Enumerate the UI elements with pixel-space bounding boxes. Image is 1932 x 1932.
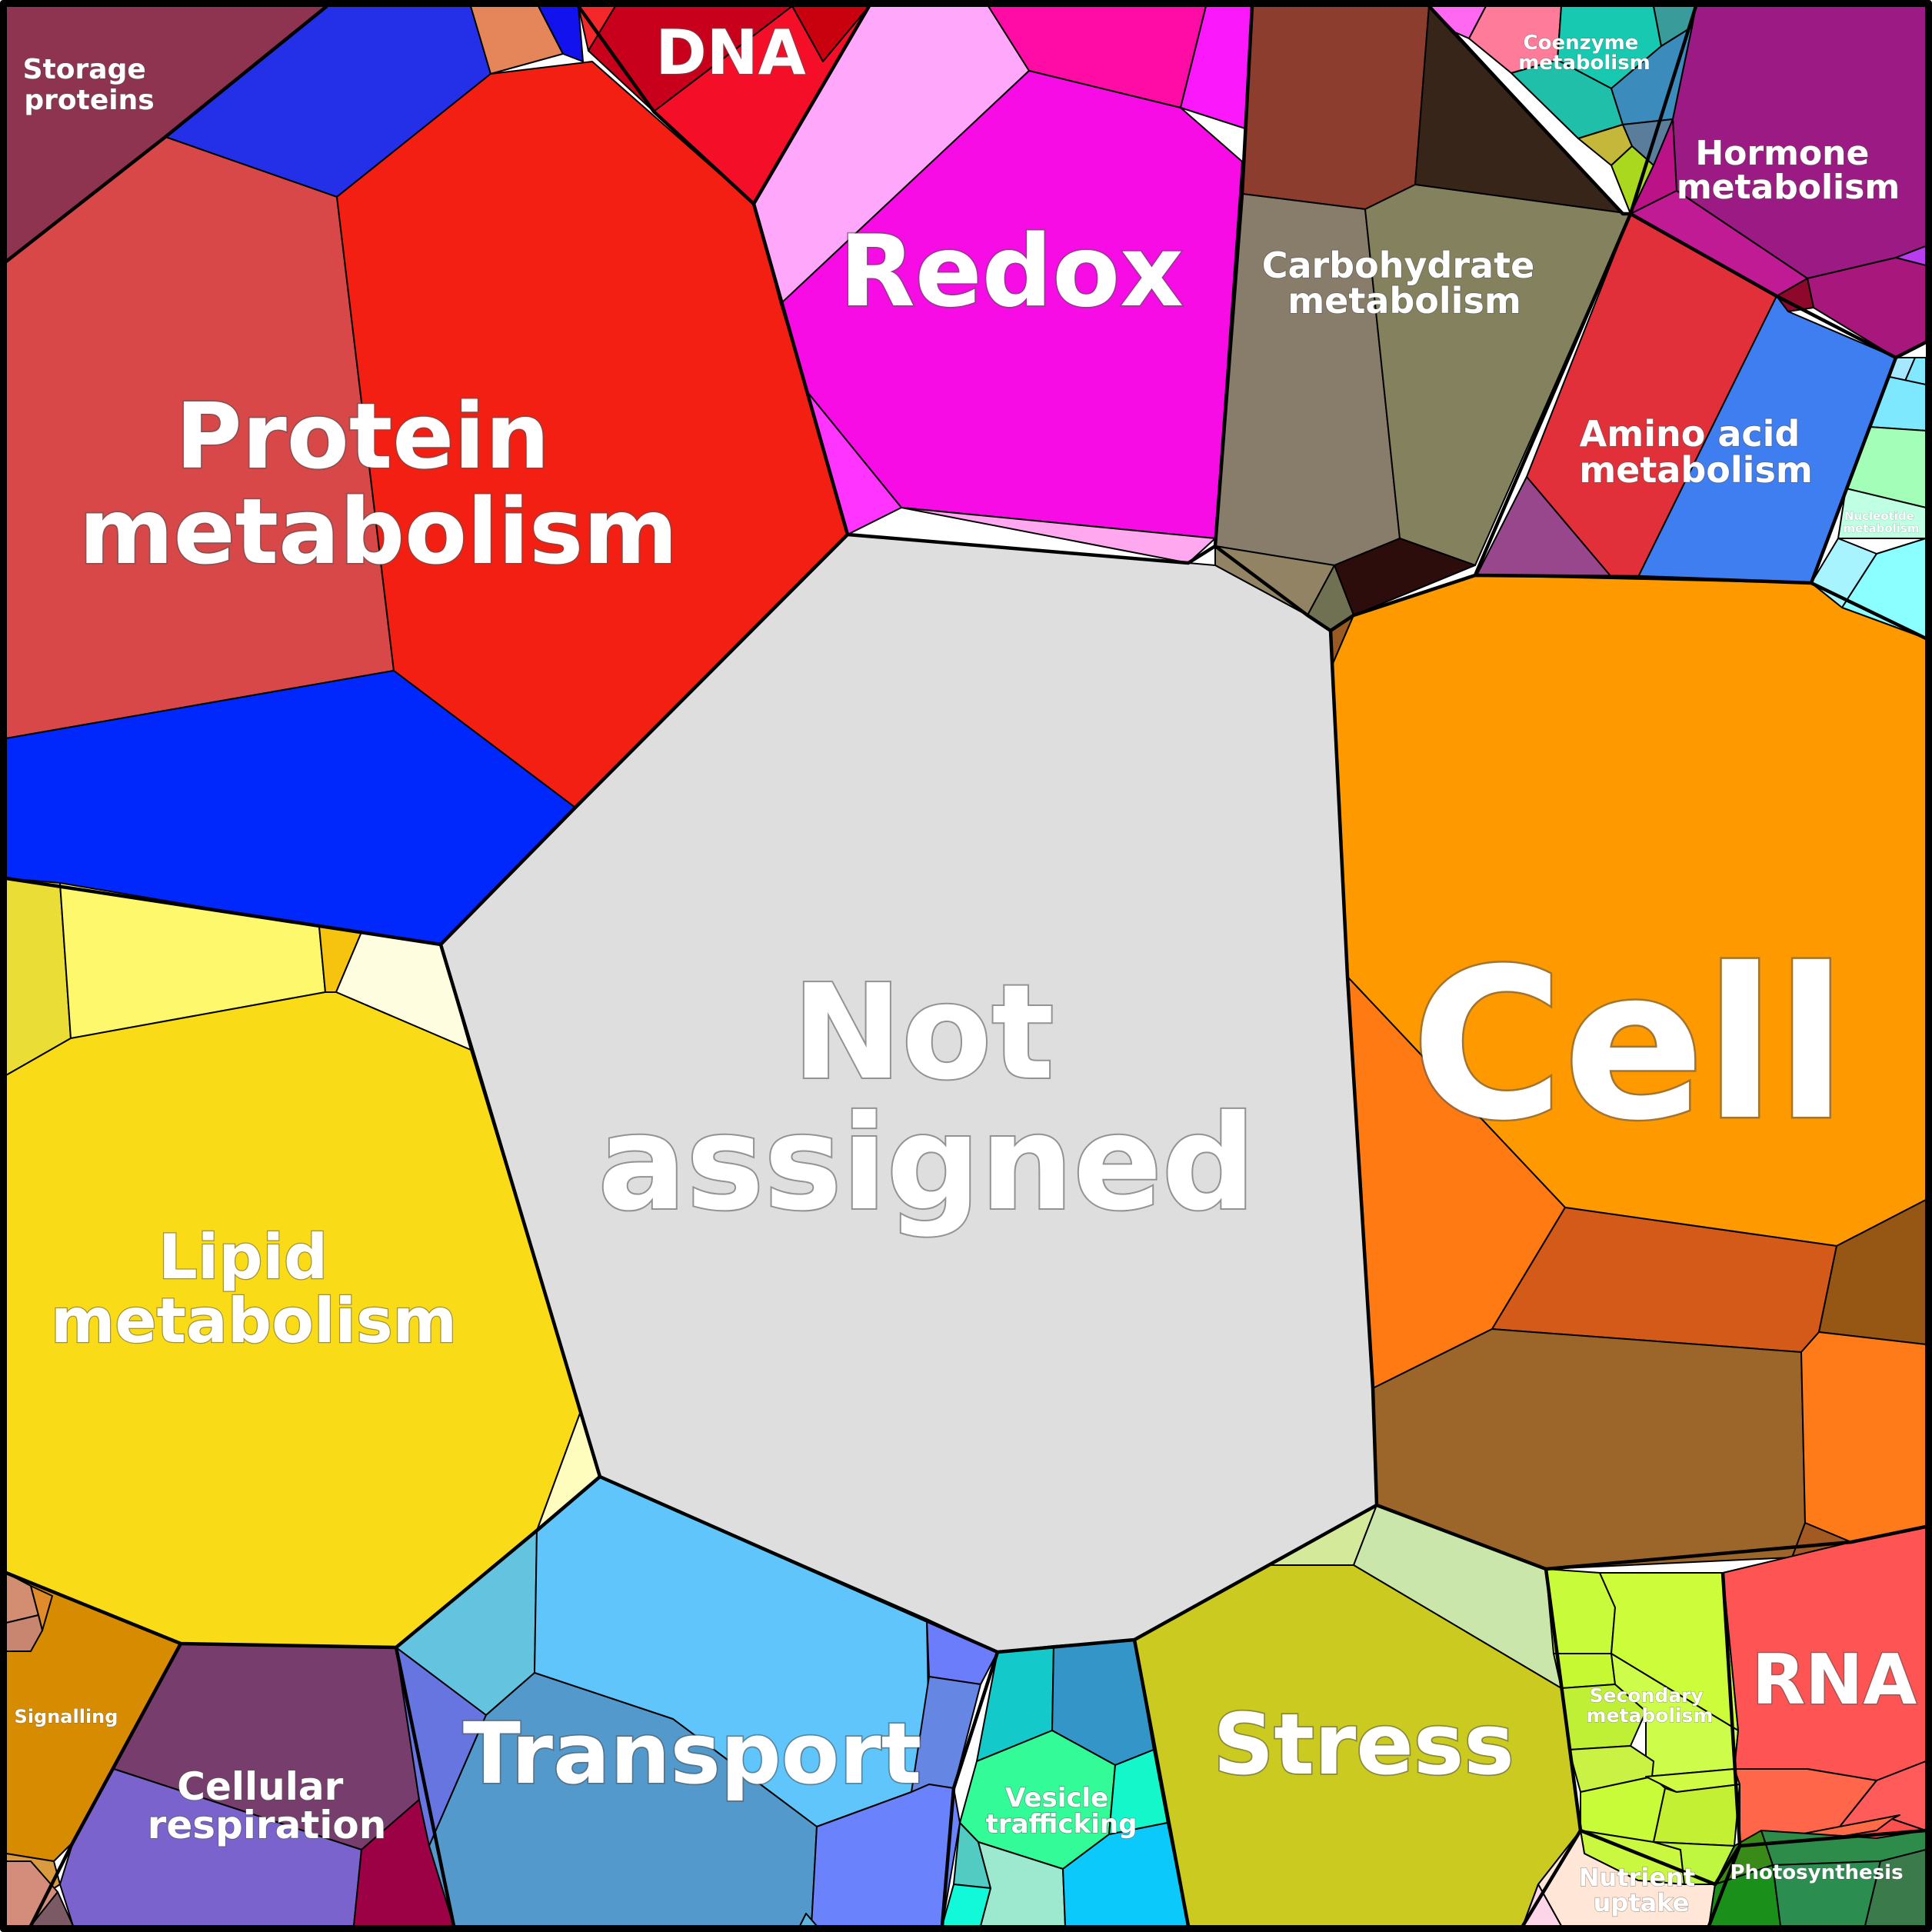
label-carbohydrate-metabolism: Carbohydrate metabolism [1262, 245, 1547, 321]
label-vesicle-trafficking: Vesicle trafficking [986, 1783, 1138, 1840]
region-coenzyme-metabolism [1428, 5, 1697, 215]
region-redox [753, 5, 1253, 564]
region-hormone-metabolism [1630, 5, 1927, 358]
label-protein-metabolism: Protein metabolism [79, 383, 678, 585]
region-transport [395, 1476, 998, 1927]
label-storage-proteins: Storage proteins [23, 54, 156, 116]
label-stress: Stress [1213, 1695, 1514, 1794]
region-lipid-metabolism [5, 878, 601, 1648]
label-amino-acid-metabolism: Amino acid metabolism [1579, 413, 1813, 491]
region-stress [1134, 1504, 1581, 1927]
region-protein-metabolism [5, 5, 848, 945]
labels: Storage proteins DNA Redox Carbohydrate … [14, 16, 1920, 1918]
label-cell: Cell [1411, 924, 1847, 1166]
label-secondary-metabolism: Secondary metabolism [1587, 1684, 1714, 1727]
label-cellular-respiration: Cellular respiration [148, 1764, 387, 1847]
region-dna [538, 5, 870, 205]
region-nutrient-uptake [1522, 1830, 1716, 1927]
label-not-assigned: Not assigned [598, 957, 1255, 1240]
region-cellular-respiration [59, 1643, 455, 1927]
label-hormone-metabolism: Hormone metabolism [1677, 134, 1900, 207]
label-redox: Redox [839, 215, 1184, 329]
region-secondary-metabolism [1545, 1568, 1740, 1885]
label-nutrient-uptake: Nutrient uptake [1579, 1863, 1704, 1917]
label-photosynthesis: Photosynthesis [1730, 1861, 1903, 1884]
region-carbohydrate-metabolism [1214, 5, 1631, 631]
label-transport: Transport [463, 1704, 921, 1803]
label-lipid-metabolism: Lipid metabolism [51, 1221, 457, 1357]
label-nucleotide-metabolism: Nucleotide metabolism [1844, 509, 1920, 535]
label-dna: DNA [655, 17, 805, 88]
region-amino-acid-metabolism [1476, 213, 1897, 584]
label-signalling: Signalling [15, 1706, 118, 1727]
label-rna: RNA [1752, 1640, 1917, 1720]
label-coenzyme-metabolism: Coenzyme metabolism [1518, 32, 1651, 75]
region-vesicle-trafficking [941, 1639, 1189, 1927]
